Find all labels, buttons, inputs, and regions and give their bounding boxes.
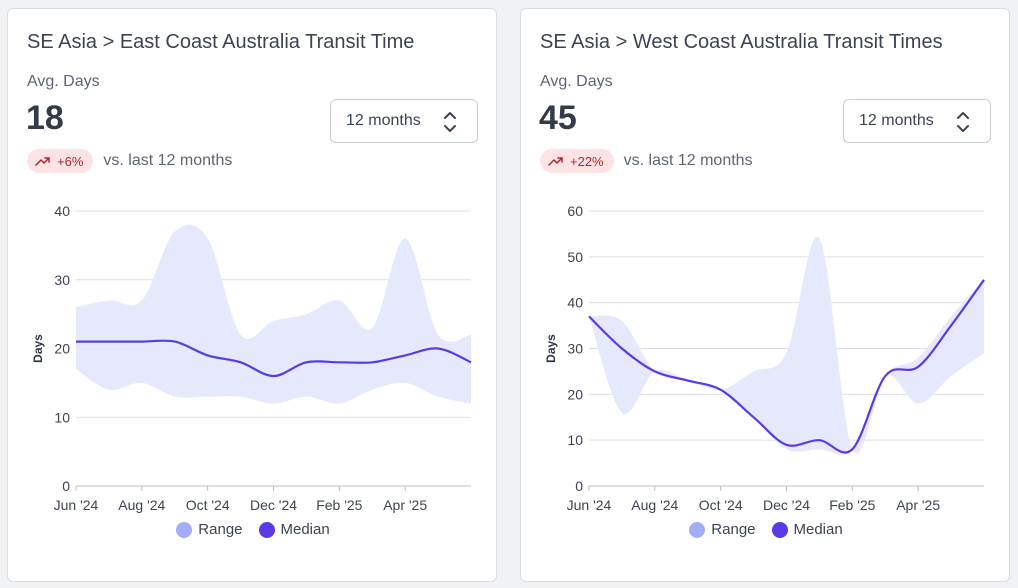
y-tick-label: 20 (54, 341, 70, 357)
trend-row: +22% vs. last 12 months (540, 149, 753, 173)
legend-range[interactable]: Range (176, 521, 243, 538)
y-tick-label: 0 (575, 478, 583, 494)
y-tick-label: 60 (567, 203, 583, 219)
median-point[interactable] (73, 339, 79, 345)
median-point[interactable] (882, 373, 888, 379)
metric-value: 18 (26, 99, 64, 137)
y-tick-label: 40 (567, 295, 583, 311)
x-tick-label: Dec '24 (763, 497, 810, 513)
trend-row: +6% vs. last 12 months (27, 149, 232, 173)
median-dot-icon (771, 521, 788, 538)
median-point[interactable] (271, 373, 277, 379)
y-tick-label: 10 (54, 409, 70, 425)
legend-range-label: Range (198, 521, 243, 538)
y-tick-label: 10 (567, 432, 583, 448)
median-point[interactable] (586, 313, 592, 319)
change-badge-value: +6% (57, 153, 84, 169)
chart-legend: Range Median (521, 521, 1011, 538)
x-tick-label: Apr '25 (383, 497, 427, 513)
median-point[interactable] (718, 387, 724, 393)
median-point[interactable] (751, 414, 757, 420)
y-axis-title: Days (31, 334, 45, 363)
median-point[interactable] (784, 442, 790, 448)
median-point[interactable] (915, 364, 921, 370)
y-axis-title: Days (544, 334, 558, 363)
median-line (588, 279, 985, 454)
y-tick-label: 40 (54, 203, 70, 219)
x-tick-label: Aug '24 (118, 497, 165, 513)
median-point[interactable] (849, 446, 855, 452)
y-tick-label: 30 (54, 272, 70, 288)
legend-median[interactable]: Median (771, 521, 843, 538)
chevron-up-down-icon (444, 112, 456, 132)
transit-time-chart: 0 10 20 30 40 50 60 Jun '24 Aug '24 Oct '24 Dec '2… (544, 203, 987, 513)
legend-median-label: Median (793, 521, 843, 538)
x-tick-label: Oct '24 (186, 497, 230, 513)
change-badge: +22% (540, 149, 614, 173)
card-title: SE Asia > East Coast Australia Transit T… (27, 31, 415, 53)
legend-range[interactable]: Range (689, 521, 756, 538)
median-point[interactable] (816, 437, 822, 443)
change-badge-value: +22% (570, 153, 604, 169)
legend-range-label: Range (711, 521, 756, 538)
x-tick-label: Aug '24 (631, 497, 678, 513)
x-tick-label: Jun '24 (54, 497, 99, 513)
x-tick-label: Feb '25 (316, 497, 362, 513)
chevron-up-down-icon (957, 112, 969, 132)
median-dot-icon (258, 521, 275, 538)
metric-label: Avg. Days (540, 73, 613, 90)
median-point[interactable] (948, 323, 954, 329)
metric-value: 45 (539, 99, 577, 137)
comparison-text: vs. last 12 months (623, 152, 753, 169)
median-point[interactable] (369, 359, 375, 365)
period-select-value: 12 months (346, 112, 421, 129)
range-dot-icon (689, 521, 706, 538)
change-badge: +6% (27, 149, 94, 173)
x-tick-label: Oct '24 (699, 497, 743, 513)
median-point[interactable] (139, 339, 145, 345)
range-dot-icon (176, 521, 193, 538)
median-line (76, 339, 472, 378)
y-tick-label: 20 (567, 386, 583, 402)
x-tick-label: Feb '25 (829, 497, 875, 513)
median-point[interactable] (619, 346, 625, 352)
y-tick-label: 30 (567, 341, 583, 357)
median-point[interactable] (435, 346, 441, 352)
legend-median[interactable]: Median (258, 521, 330, 538)
x-tick-label: Apr '25 (896, 497, 940, 513)
chart-legend: Range Median (8, 521, 498, 538)
median-point[interactable] (652, 368, 658, 374)
period-select-value: 12 months (859, 112, 934, 129)
x-tick-label: Dec '24 (250, 497, 297, 513)
y-tick-label: 0 (62, 478, 70, 494)
period-select[interactable]: 12 months (843, 99, 991, 143)
median-point[interactable] (238, 359, 244, 365)
transit-time-chart: 0 10 20 30 40 Jun '24 Aug '24 Oct '24 Dec '24 Feb… (31, 203, 474, 513)
legend-median-label: Median (280, 521, 330, 538)
range-area (589, 236, 984, 455)
median-point[interactable] (205, 352, 211, 358)
period-select[interactable]: 12 months (330, 99, 478, 143)
y-tick-label: 50 (567, 249, 583, 265)
metric-label: Avg. Days (27, 73, 100, 90)
median-point[interactable] (685, 378, 691, 384)
trending-up-icon (35, 157, 50, 166)
trending-up-icon (548, 157, 563, 166)
median-point[interactable] (468, 359, 474, 365)
median-point[interactable] (981, 277, 987, 283)
comparison-text: vs. last 12 months (103, 152, 233, 169)
median-point[interactable] (172, 339, 178, 345)
median-point[interactable] (336, 359, 342, 365)
transit-card-west: SE Asia > West Coast Australia Transit T… (520, 8, 1010, 582)
x-tick-label: Jun '24 (567, 497, 612, 513)
card-title: SE Asia > West Coast Australia Transit T… (540, 31, 943, 53)
median-point[interactable] (402, 352, 408, 358)
median-point[interactable] (303, 359, 309, 365)
median-point[interactable] (106, 339, 112, 345)
transit-card-east: SE Asia > East Coast Australia Transit T… (7, 8, 497, 582)
range-area (76, 224, 471, 404)
